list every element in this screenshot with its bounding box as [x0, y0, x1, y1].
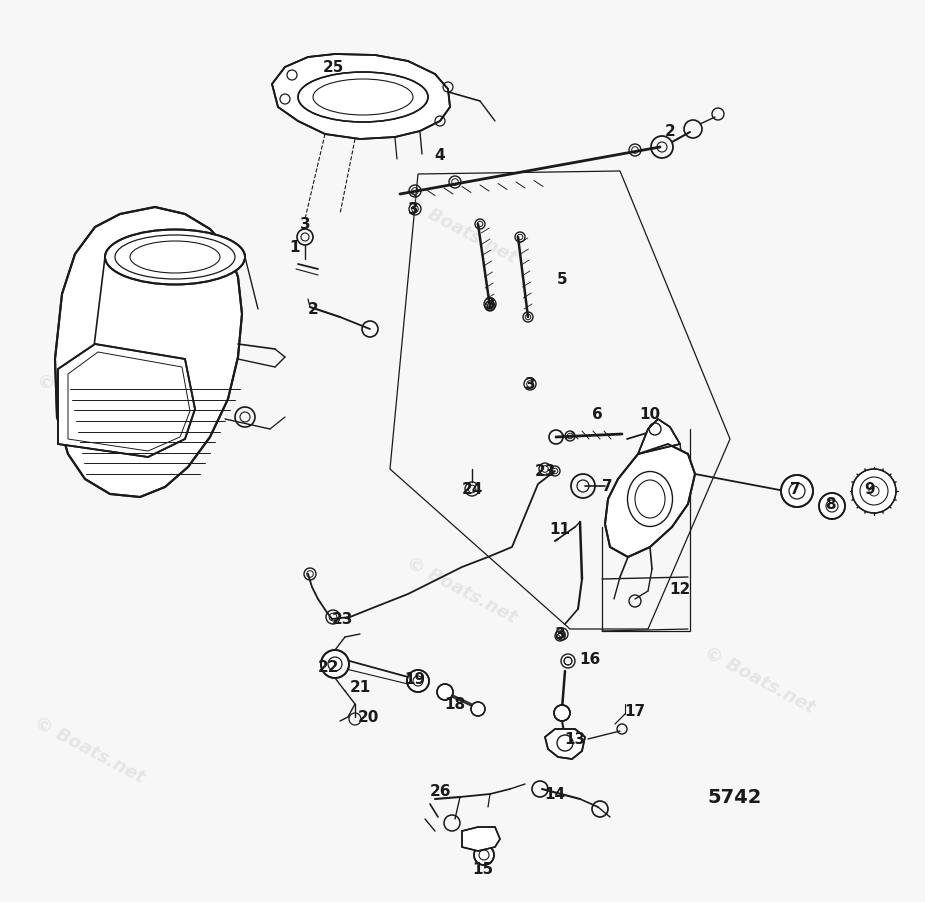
- Polygon shape: [605, 445, 695, 557]
- Text: 9: 9: [865, 482, 875, 497]
- Polygon shape: [55, 207, 242, 497]
- Text: 3: 3: [524, 377, 536, 392]
- Circle shape: [474, 845, 494, 865]
- Text: © Boats.net: © Boats.net: [31, 713, 148, 786]
- Text: 23: 23: [331, 612, 352, 627]
- Circle shape: [407, 670, 429, 692]
- Circle shape: [852, 469, 896, 513]
- Text: 18: 18: [444, 696, 465, 712]
- Text: 25: 25: [322, 60, 344, 76]
- Text: 3: 3: [485, 297, 495, 312]
- Text: 13: 13: [564, 732, 586, 747]
- Circle shape: [819, 493, 845, 520]
- Circle shape: [781, 475, 813, 508]
- Text: 5742: 5742: [708, 787, 762, 806]
- Text: 20: 20: [357, 710, 378, 724]
- Text: 26: 26: [429, 784, 450, 798]
- Text: 6: 6: [592, 407, 602, 422]
- Text: 1: 1: [290, 240, 301, 255]
- Polygon shape: [545, 729, 585, 759]
- Text: 24: 24: [462, 482, 483, 497]
- Circle shape: [554, 705, 570, 722]
- Text: 2: 2: [308, 302, 318, 318]
- Text: 7: 7: [601, 479, 612, 494]
- Polygon shape: [462, 827, 500, 851]
- Text: 19: 19: [404, 672, 426, 686]
- Polygon shape: [638, 419, 680, 455]
- Text: 23: 23: [535, 464, 556, 479]
- Polygon shape: [272, 55, 450, 140]
- Text: © Boats.net: © Boats.net: [702, 642, 819, 716]
- Text: 7: 7: [790, 482, 800, 497]
- Ellipse shape: [105, 230, 245, 285]
- Text: 10: 10: [639, 407, 660, 422]
- Text: 17: 17: [624, 704, 646, 719]
- Circle shape: [437, 685, 453, 700]
- Text: 2: 2: [665, 124, 675, 139]
- Text: © Boats.net: © Boats.net: [33, 370, 147, 449]
- Text: 3: 3: [555, 627, 565, 642]
- Text: 16: 16: [579, 652, 600, 667]
- Text: 11: 11: [549, 522, 571, 537]
- Text: 3: 3: [300, 217, 310, 232]
- Text: 5: 5: [557, 272, 567, 287]
- Text: 21: 21: [350, 680, 371, 695]
- Text: 8: 8: [825, 497, 835, 512]
- Polygon shape: [58, 345, 195, 457]
- Circle shape: [321, 650, 349, 678]
- Ellipse shape: [298, 73, 428, 123]
- Text: © Boats.net: © Boats.net: [403, 553, 520, 626]
- Text: 14: 14: [545, 787, 565, 802]
- Text: 3: 3: [408, 202, 418, 217]
- Text: 22: 22: [317, 659, 339, 675]
- Text: 4: 4: [435, 147, 445, 162]
- Text: © Boats.net: © Boats.net: [403, 193, 520, 266]
- Text: 15: 15: [473, 861, 494, 877]
- Text: 12: 12: [670, 582, 691, 597]
- Circle shape: [471, 703, 485, 716]
